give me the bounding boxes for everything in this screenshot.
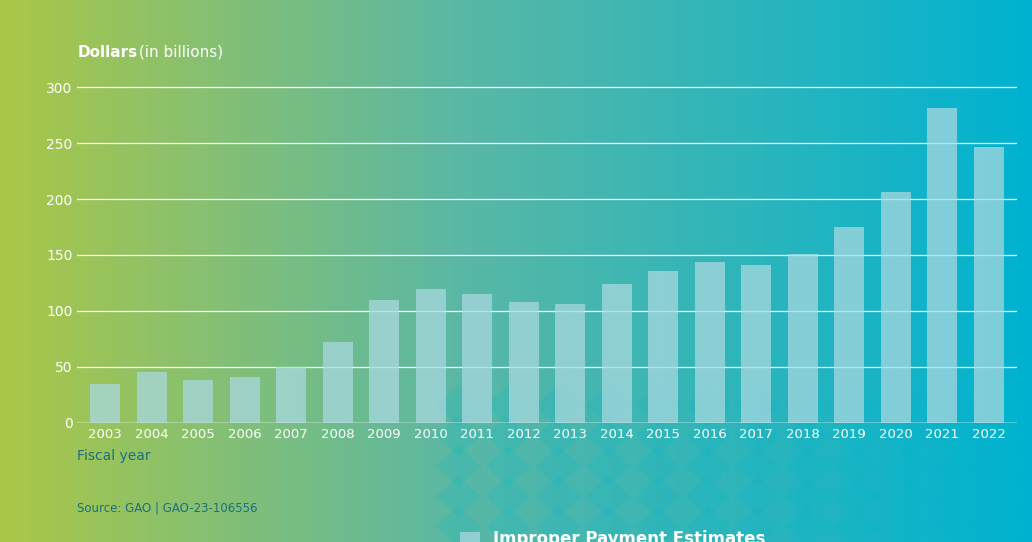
Text: Fiscal year: Fiscal year	[77, 449, 151, 463]
Polygon shape	[536, 446, 581, 487]
Polygon shape	[485, 415, 530, 456]
Polygon shape	[935, 446, 980, 487]
Text: Dollars: Dollars	[77, 44, 137, 60]
Bar	[323, 342, 353, 423]
Polygon shape	[784, 446, 830, 487]
Polygon shape	[685, 476, 731, 517]
Polygon shape	[685, 506, 731, 542]
Polygon shape	[685, 446, 731, 487]
Polygon shape	[935, 385, 980, 426]
Polygon shape	[784, 415, 830, 456]
Polygon shape	[884, 415, 930, 456]
Polygon shape	[935, 506, 980, 542]
Polygon shape	[635, 476, 681, 517]
Bar	[369, 300, 399, 423]
Polygon shape	[985, 476, 1030, 517]
Bar	[416, 288, 446, 423]
Polygon shape	[635, 415, 681, 456]
Polygon shape	[536, 506, 581, 542]
Bar	[648, 270, 678, 423]
Polygon shape	[485, 385, 530, 426]
Bar	[787, 254, 817, 423]
Polygon shape	[835, 415, 880, 456]
Polygon shape	[735, 415, 780, 456]
Polygon shape	[985, 446, 1030, 487]
Polygon shape	[685, 415, 731, 456]
Bar	[880, 192, 911, 423]
Polygon shape	[685, 385, 731, 426]
Polygon shape	[935, 415, 980, 456]
Polygon shape	[436, 385, 481, 426]
Bar	[973, 146, 1004, 423]
Polygon shape	[735, 446, 780, 487]
Polygon shape	[436, 446, 481, 487]
Bar	[741, 265, 771, 423]
Polygon shape	[485, 446, 530, 487]
Polygon shape	[735, 476, 780, 517]
Polygon shape	[536, 385, 581, 426]
Polygon shape	[585, 506, 631, 542]
Bar	[90, 384, 121, 423]
Polygon shape	[835, 446, 880, 487]
Polygon shape	[784, 385, 830, 426]
Bar	[462, 294, 492, 423]
Polygon shape	[635, 446, 681, 487]
Polygon shape	[735, 506, 780, 542]
Polygon shape	[635, 385, 681, 426]
Polygon shape	[884, 446, 930, 487]
Polygon shape	[536, 476, 581, 517]
Polygon shape	[784, 476, 830, 517]
Polygon shape	[485, 506, 530, 542]
Bar	[183, 380, 214, 423]
Bar	[695, 262, 724, 423]
Polygon shape	[784, 506, 830, 542]
Polygon shape	[436, 476, 481, 517]
Bar	[136, 372, 167, 423]
Polygon shape	[884, 385, 930, 426]
Polygon shape	[835, 385, 880, 426]
Polygon shape	[436, 506, 481, 542]
Polygon shape	[985, 385, 1030, 426]
Polygon shape	[635, 506, 681, 542]
Text: Source: GAO | GAO-23-106556: Source: GAO | GAO-23-106556	[77, 502, 258, 515]
Bar	[277, 367, 307, 423]
Polygon shape	[884, 476, 930, 517]
Bar	[927, 108, 958, 423]
Polygon shape	[735, 385, 780, 426]
Polygon shape	[485, 476, 530, 517]
Polygon shape	[835, 506, 880, 542]
Polygon shape	[585, 446, 631, 487]
Bar	[834, 227, 864, 423]
Bar	[555, 304, 585, 423]
Polygon shape	[884, 506, 930, 542]
Polygon shape	[985, 415, 1030, 456]
Bar	[602, 284, 632, 423]
Polygon shape	[935, 476, 980, 517]
Bar	[230, 377, 260, 423]
Polygon shape	[585, 415, 631, 456]
Polygon shape	[536, 415, 581, 456]
Bar	[509, 302, 539, 423]
Legend: Improper Payment Estimates: Improper Payment Estimates	[460, 530, 766, 542]
Polygon shape	[436, 415, 481, 456]
Text: (in billions): (in billions)	[134, 44, 223, 60]
Polygon shape	[985, 506, 1030, 542]
Polygon shape	[835, 476, 880, 517]
Polygon shape	[585, 385, 631, 426]
Polygon shape	[585, 476, 631, 517]
